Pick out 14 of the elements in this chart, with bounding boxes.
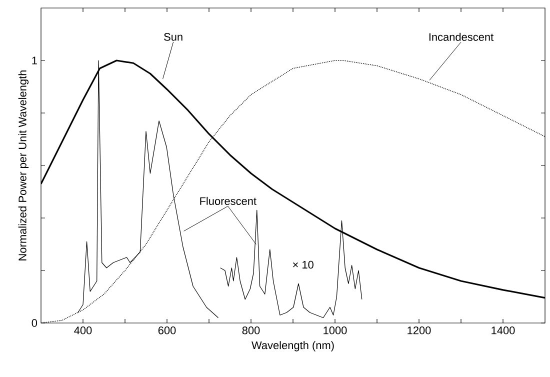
x-tick-label: 800 xyxy=(242,326,260,334)
x-tick-label: 1000 xyxy=(324,326,347,334)
x-axis-title: Wavelength (nm) xyxy=(252,341,334,352)
y-axis-title: Normalized Power per Unit Wavelength xyxy=(18,70,29,260)
y-tick-label: 1 xyxy=(32,56,37,64)
x-tick-label: 600 xyxy=(158,326,176,334)
text: Sun xyxy=(164,33,182,41)
series-label: Fluorescent xyxy=(200,196,256,205)
x-tick-label: 1200 xyxy=(408,326,431,334)
y-tick-label: 0 xyxy=(32,319,38,327)
annotation: × 10 xyxy=(293,260,314,269)
text: Incandescent xyxy=(429,32,494,41)
x-tick-label: 1400 xyxy=(492,326,515,334)
x-tick-label: 400 xyxy=(74,326,92,334)
